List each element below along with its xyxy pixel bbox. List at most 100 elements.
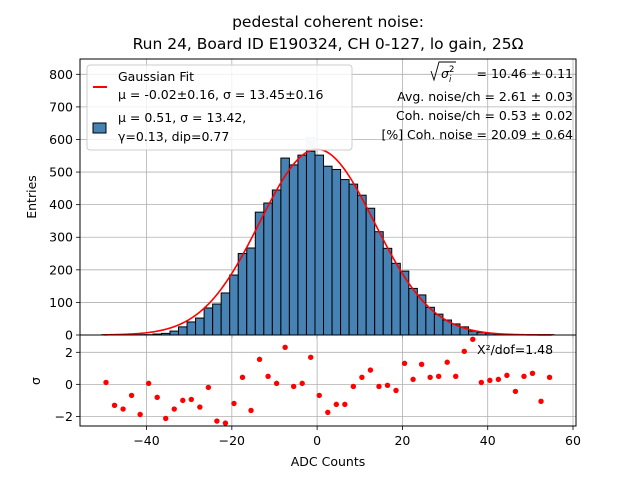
residual-point xyxy=(342,401,348,408)
residual-point xyxy=(282,344,288,351)
y-tick-label: 200 xyxy=(49,262,73,277)
y-tick-label: 500 xyxy=(49,165,73,180)
histogram-bar xyxy=(271,189,282,336)
histogram-bar xyxy=(212,303,222,336)
legend-fit-params: μ = -0.02±0.16, σ = 13.45±0.16 xyxy=(118,87,323,102)
residual-point xyxy=(197,404,203,410)
y-axis-label: Entries xyxy=(24,175,39,219)
residual-point xyxy=(163,415,169,422)
histogram-bar xyxy=(246,247,256,336)
histogram-bar xyxy=(323,165,333,336)
y-tick-label: 600 xyxy=(49,132,73,147)
residual-point xyxy=(470,336,476,343)
x-tick-label: −40 xyxy=(133,433,159,448)
residual-point xyxy=(145,380,152,387)
histogram-bar xyxy=(348,183,359,336)
stat-sigma-value: = 10.46 ± 0.11 xyxy=(477,66,573,81)
histogram-bar xyxy=(340,179,350,336)
histogram-bar xyxy=(178,326,188,336)
histogram-bar xyxy=(237,253,248,336)
x-tick-label: 0 xyxy=(313,433,321,448)
residual-point xyxy=(325,409,331,416)
residual-point xyxy=(461,348,467,355)
sigma-subscript: i xyxy=(449,75,452,85)
residual-point xyxy=(316,392,322,399)
y-tick-label: 800 xyxy=(49,67,73,82)
residual-point xyxy=(393,387,399,394)
residual-point xyxy=(333,401,340,408)
residual-point xyxy=(180,397,186,404)
histogram-bar xyxy=(305,150,316,336)
residual-point xyxy=(529,370,536,376)
residual-points xyxy=(103,336,553,426)
histogram-bar xyxy=(288,164,299,336)
residual-point xyxy=(487,377,493,384)
residual-point xyxy=(171,406,177,412)
residual-point xyxy=(256,356,263,363)
residual-y-ticks: −2 0 2 xyxy=(55,345,80,424)
residual-point xyxy=(401,360,408,367)
residual-point xyxy=(504,372,510,379)
histogram-bar xyxy=(391,262,401,336)
residual-y-tick-label: 0 xyxy=(65,377,73,392)
residual-point xyxy=(308,354,314,360)
y-tick-label: 700 xyxy=(49,99,73,114)
residual-point xyxy=(273,380,280,387)
histogram-bar xyxy=(186,321,197,336)
residual-point xyxy=(453,373,459,380)
residual-point xyxy=(384,382,391,389)
residual-point xyxy=(231,400,237,407)
residual-point xyxy=(188,396,195,403)
stat-coh-noise: Coh. noise/ch = 0.53 ± 0.02 xyxy=(396,108,573,123)
histogram-bar xyxy=(203,307,214,336)
residual-point xyxy=(427,374,433,380)
residual-point xyxy=(128,392,135,399)
histogram-bar xyxy=(263,202,273,336)
residual-point xyxy=(265,373,271,380)
residual-y-axis-label: σ xyxy=(28,377,43,385)
stat-coh-noise-percent: [%] Coh. noise = 20.09 ± 0.64 xyxy=(381,127,573,142)
residual-point xyxy=(103,379,109,386)
chi2-annotation: X²/dof=1.48 xyxy=(477,342,553,357)
residual-point xyxy=(538,398,544,405)
x-tick-label: 60 xyxy=(565,433,581,448)
legend: Gaussian Fit μ = -0.02±0.16, σ = 13.45±0… xyxy=(86,64,353,151)
residual-point xyxy=(495,376,502,383)
residual-y-tick-label: 2 xyxy=(65,345,73,360)
residual-point xyxy=(418,361,425,368)
residual-point xyxy=(359,374,365,380)
residual-point xyxy=(350,383,357,390)
histogram-bar xyxy=(382,247,393,336)
residual-point xyxy=(521,373,527,380)
residual-point xyxy=(239,374,246,380)
residual-point xyxy=(410,376,416,383)
histogram-bar xyxy=(331,168,342,336)
y-tick-label: 400 xyxy=(49,197,73,212)
x-tick-label: 40 xyxy=(480,433,496,448)
residual-point xyxy=(111,402,118,409)
chart-title-line2: Run 24, Board ID E190324, CH 0-127, lo g… xyxy=(133,35,524,53)
residual-point xyxy=(376,383,382,390)
histogram-bar xyxy=(297,154,307,336)
residual-point xyxy=(248,407,254,414)
residual-point xyxy=(205,384,212,391)
residual-point xyxy=(478,379,485,386)
histogram-bar xyxy=(195,317,205,336)
stat-sigma-line: σ 2 i = 10.46 ± 0.11 xyxy=(430,61,573,85)
residual-point xyxy=(546,374,553,380)
legend-hist-patch-icon xyxy=(92,122,107,134)
x-tick-label: 20 xyxy=(394,433,410,448)
x-tick-label: −20 xyxy=(219,433,245,448)
legend-hist-stats-line1: μ = 0.51, σ = 13.42, xyxy=(118,110,246,125)
stats-annotations: σ 2 i = 10.46 ± 0.11 Avg. noise/ch = 2.6… xyxy=(381,61,573,142)
chart-title-line1: pedestal coherent noise: xyxy=(232,13,424,31)
residual-point xyxy=(137,411,143,418)
sigma-symbol: σ xyxy=(441,66,450,81)
residual-point xyxy=(222,420,229,426)
residual-point xyxy=(214,418,220,424)
residual-grid xyxy=(80,335,576,426)
x-axis-label: ADC Counts xyxy=(291,454,366,469)
histogram-bar xyxy=(314,154,325,336)
residual-axes-frame xyxy=(79,334,577,427)
